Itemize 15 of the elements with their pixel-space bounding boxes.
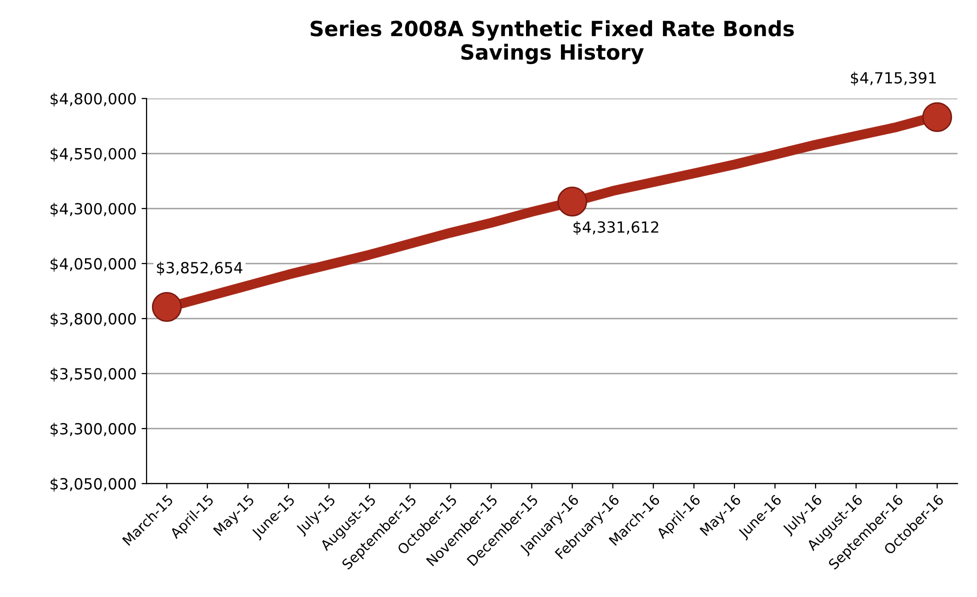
y-tick-label: $4,050,000 <box>50 258 136 272</box>
y-tick-label: $3,550,000 <box>50 368 136 382</box>
data-label: $4,331,612 <box>574 221 658 235</box>
point <box>557 186 588 216</box>
y-tick-label: $3,050,000 <box>50 478 136 492</box>
y-tick-label: $3,300,000 <box>50 422 136 437</box>
y-tick-label: $3,800,000 <box>50 312 136 327</box>
point <box>152 292 182 322</box>
y-tick-label: $4,550,000 <box>50 148 136 162</box>
data-label: $4,715,391 <box>850 72 936 86</box>
data-label: $3,852,654 <box>156 262 242 276</box>
point <box>922 102 952 132</box>
y-tick-label: $4,800,000 <box>50 92 136 107</box>
chart-title: Series 2008A Synthetic Fixed Rate Bonds Savings History <box>310 20 794 64</box>
y-tick-label: $4,300,000 <box>50 202 136 217</box>
